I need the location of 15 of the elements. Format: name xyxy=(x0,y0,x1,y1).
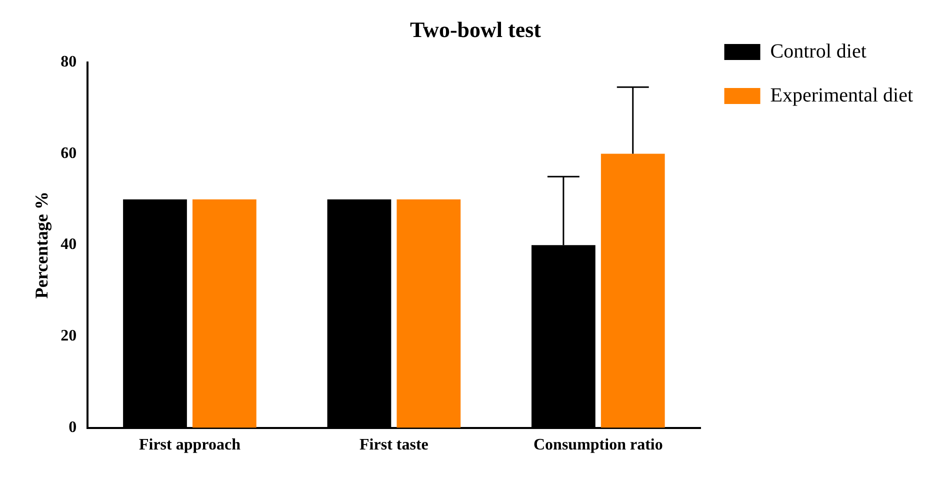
x-tick-label: Consumption ratio xyxy=(533,436,663,454)
bar xyxy=(600,154,665,428)
chart-title: Two-bowl test xyxy=(410,16,542,42)
x-tick-label: First taste xyxy=(360,436,428,454)
y-tick-label: 60 xyxy=(60,144,77,162)
legend-label: Experimental diet xyxy=(770,84,914,106)
y-tick-label: 80 xyxy=(60,54,77,71)
bar xyxy=(396,199,461,428)
y-tick-label: 20 xyxy=(60,328,77,345)
y-tick-label: 0 xyxy=(68,418,77,436)
bar xyxy=(192,199,256,428)
x-tick-label: First approach xyxy=(138,436,241,454)
legend-label: Control diet xyxy=(770,40,867,62)
y-axis-title: Percentage % xyxy=(31,192,52,299)
y-tick-label: 40 xyxy=(60,236,77,254)
